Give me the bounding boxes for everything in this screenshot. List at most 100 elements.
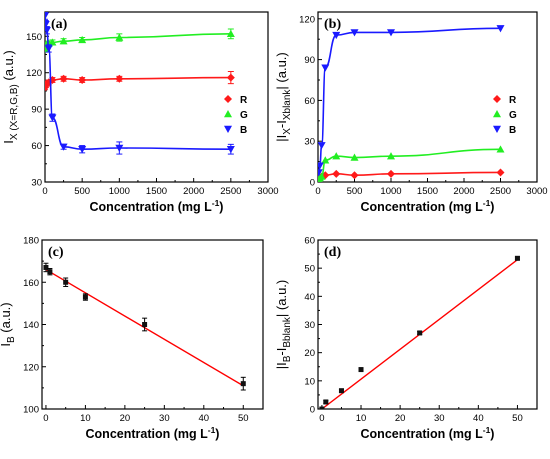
x-tick-label: 10 xyxy=(356,413,367,424)
x-tick-label: 10 xyxy=(80,413,91,424)
y-axis-title-main: I xyxy=(1,140,16,144)
y-axis-title-sub2: Bblank xyxy=(282,316,293,348)
y-tick-label: 20 xyxy=(304,348,315,359)
x-axis-title-sup: -1 xyxy=(483,198,491,208)
x-axis-title: Concentration (mg L-1) xyxy=(90,198,224,214)
legend-label-R: R xyxy=(240,95,248,106)
y-axis-title: |IX-IXblank| (a.u.) xyxy=(274,52,293,142)
series-line-G xyxy=(45,33,231,50)
y-tick-label: 30 xyxy=(304,320,315,331)
point-G xyxy=(496,145,505,153)
y-tick-label: 30 xyxy=(31,178,42,189)
x-tick-label: 500 xyxy=(74,186,90,197)
x-tick-label: 3000 xyxy=(257,186,278,197)
x-tick-label: 50 xyxy=(512,413,523,424)
y-axis-title-unit: (a.u.) xyxy=(0,302,13,336)
y-axis-title-main: |I xyxy=(274,135,289,142)
x-axis-title-main: Concentration (mg L xyxy=(361,200,484,214)
y-tick-label: 100 xyxy=(23,405,39,416)
panel-label: (d) xyxy=(324,245,341,260)
y-axis-title: IX (X=R,G,B) (a.u.) xyxy=(1,50,20,143)
x-tick-label: 0 xyxy=(42,186,47,197)
x-tick-label: 1000 xyxy=(380,186,401,197)
y-axis-title-sub: X (X=R,G,B) xyxy=(9,84,20,140)
legend-label-B: B xyxy=(240,125,247,136)
y-tick-label: 140 xyxy=(23,320,39,331)
x-tick-label: 0 xyxy=(43,413,48,424)
x-axis-title: Concentration (mg L-1) xyxy=(361,198,495,214)
y-axis-title-unit: (a.u.) xyxy=(1,50,16,84)
point-B xyxy=(318,169,323,177)
data-point xyxy=(338,388,344,394)
point-B xyxy=(332,31,341,40)
point-G xyxy=(48,38,57,46)
x-axis-title-main: Concentration (mg L xyxy=(90,200,213,214)
x-tick-label: 2500 xyxy=(220,186,241,197)
point-B xyxy=(387,29,395,37)
y-tick-label: 0 xyxy=(310,178,315,189)
y-axis-title-sub2: Xblank xyxy=(282,89,293,121)
data-point xyxy=(358,367,364,373)
point-G xyxy=(321,156,330,164)
y-axis-title-mid: -I xyxy=(274,348,289,356)
panel-0: 0 500 1000 1500 2000 2500 3000 30 60 90 120 150 Conc… xyxy=(1,11,279,214)
y-tick-label: 150 xyxy=(26,32,42,43)
point-R xyxy=(59,74,68,83)
legend-label-B: B xyxy=(509,125,516,136)
y-tick-label: 160 xyxy=(23,278,39,289)
x-axis-title-close: ) xyxy=(490,200,494,214)
x-tick-label: 20 xyxy=(120,413,131,424)
y-tick-label: 50 xyxy=(304,264,315,275)
point-B xyxy=(321,64,330,72)
legend-marker-G xyxy=(493,110,501,118)
data-point xyxy=(240,381,246,387)
y-tick-label: 10 xyxy=(304,376,315,387)
series-line-R xyxy=(318,171,501,181)
point-G xyxy=(387,152,395,160)
panel-label: (b) xyxy=(324,17,341,32)
y-tick-label: 40 xyxy=(304,292,315,303)
point-G xyxy=(78,35,87,44)
y-tick-label: 180 xyxy=(23,236,39,247)
x-tick-label: 30 xyxy=(159,413,170,424)
y-tick-label: 90 xyxy=(304,55,315,66)
data-layer xyxy=(318,25,505,182)
x-axis-title-sup: -1 xyxy=(208,425,216,435)
data-layer xyxy=(43,262,246,391)
y-tick-label: 120 xyxy=(26,68,42,79)
x-axis-title-sup: -1 xyxy=(483,425,491,435)
y-axis-title-main: |I xyxy=(274,362,289,369)
y-tick-label: 60 xyxy=(31,141,42,152)
point-R xyxy=(387,169,395,178)
x-tick-label: 1500 xyxy=(146,186,167,197)
x-tick-label: 40 xyxy=(473,413,484,424)
legend-marker-G xyxy=(224,110,232,118)
y-axis-title-sub: B xyxy=(6,336,17,343)
point-B xyxy=(45,45,53,53)
y-axis-title: IB (a.u.) xyxy=(0,302,17,346)
series-line-B xyxy=(45,14,231,151)
y-axis-title-unit: | (a.u.) xyxy=(274,52,289,89)
point-B xyxy=(78,146,87,154)
point-B xyxy=(350,29,359,37)
point-B xyxy=(496,25,505,33)
y-axis-title-mid: -I xyxy=(274,120,289,128)
point-B xyxy=(318,162,324,170)
x-axis-title-close: ) xyxy=(490,427,494,441)
y-axis-title-sub: X xyxy=(282,128,293,135)
panel-3: 0 10 20 30 40 50 0 10 20 30 40 50 60 Concentration (m… xyxy=(274,236,538,441)
legend-label-G: G xyxy=(240,110,248,121)
data-point xyxy=(417,330,423,336)
panel-label: (c) xyxy=(48,245,64,260)
point-R xyxy=(332,169,341,178)
point-G xyxy=(226,29,235,38)
panel-label: (a) xyxy=(51,17,68,32)
data-point xyxy=(323,399,329,405)
point-G xyxy=(115,33,124,41)
point-R xyxy=(45,78,53,87)
y-axis-title: |IB-IBblank| (a.u.) xyxy=(274,280,293,370)
x-tick-label: 2000 xyxy=(453,186,474,197)
x-axis-title-main: Concentration (mg L xyxy=(361,427,484,441)
x-tick-label: 30 xyxy=(434,413,445,424)
y-tick-label: 30 xyxy=(304,137,315,148)
